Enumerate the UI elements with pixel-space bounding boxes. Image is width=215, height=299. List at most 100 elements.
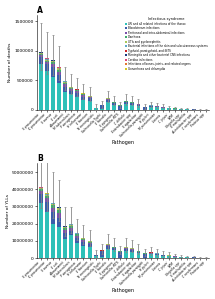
Bar (45, 61, 49, 62)
Bar (118, 251, 122, 252)
Bar (88, 97, 92, 98)
Text: B: B (37, 154, 43, 163)
Bar (69, 88, 73, 89)
Bar (63, 91, 67, 110)
Bar (106, 102, 110, 110)
Bar (75, 93, 79, 97)
Bar (179, 109, 183, 110)
Bar (173, 109, 177, 110)
Bar (51, 213, 55, 224)
Bar (69, 231, 73, 235)
Bar (63, 84, 67, 87)
Bar (106, 99, 110, 100)
Bar (100, 109, 104, 110)
Bar (57, 83, 61, 110)
Bar (124, 247, 128, 248)
Bar (137, 104, 140, 105)
Bar (192, 257, 195, 258)
Bar (124, 248, 128, 249)
Bar (75, 97, 79, 110)
Bar (63, 228, 67, 230)
Bar (81, 242, 85, 246)
Bar (161, 256, 165, 258)
Bar (51, 62, 55, 64)
Bar (39, 55, 43, 57)
Bar (88, 101, 92, 110)
Bar (75, 238, 79, 242)
Bar (69, 228, 73, 231)
Bar (51, 203, 55, 204)
Bar (137, 106, 140, 110)
Bar (51, 64, 55, 67)
Bar (94, 255, 98, 256)
Bar (118, 106, 122, 110)
Bar (57, 210, 61, 213)
Bar (81, 246, 85, 258)
X-axis label: Pathogen: Pathogen (112, 289, 135, 293)
Bar (94, 109, 98, 110)
Bar (161, 108, 165, 110)
Bar (45, 198, 49, 202)
Bar (45, 62, 49, 64)
Bar (94, 256, 98, 258)
Bar (63, 87, 67, 91)
Bar (39, 57, 43, 64)
Bar (155, 254, 159, 255)
Bar (57, 218, 61, 227)
Bar (118, 257, 122, 258)
Bar (112, 105, 116, 110)
Bar (39, 188, 43, 189)
Bar (130, 105, 134, 110)
Bar (51, 208, 55, 213)
Bar (112, 103, 116, 105)
Bar (88, 98, 92, 101)
Bar (106, 244, 110, 245)
Bar (69, 91, 73, 94)
Bar (45, 71, 49, 110)
Bar (81, 238, 85, 239)
Bar (63, 233, 67, 239)
Bar (45, 195, 49, 196)
Bar (130, 248, 134, 249)
Bar (106, 245, 110, 246)
Bar (51, 224, 55, 258)
Bar (51, 61, 55, 62)
Bar (143, 254, 147, 258)
Bar (185, 257, 189, 258)
Bar (63, 239, 67, 258)
Bar (81, 240, 85, 242)
Bar (57, 70, 61, 72)
Bar (51, 77, 55, 110)
Bar (137, 105, 140, 106)
Bar (130, 252, 134, 258)
Bar (88, 247, 92, 258)
Bar (81, 239, 85, 240)
Bar (81, 97, 85, 100)
Bar (51, 204, 55, 205)
Bar (63, 230, 67, 233)
Bar (69, 94, 73, 110)
Y-axis label: Number of YLLs: Number of YLLs (6, 194, 9, 228)
Bar (167, 109, 171, 110)
Bar (112, 248, 116, 250)
Bar (45, 64, 49, 71)
Bar (81, 94, 85, 95)
Bar (57, 208, 61, 210)
Bar (45, 60, 49, 61)
Legend: LRI and all related infections of the thorax, Bloodstream infections, Peritoneal: LRI and all related infections of the th… (124, 17, 208, 71)
Bar (45, 59, 49, 60)
Bar (130, 249, 134, 250)
Bar (88, 243, 92, 244)
Bar (39, 189, 43, 191)
Bar (81, 95, 85, 97)
Y-axis label: Number of deaths: Number of deaths (8, 43, 12, 82)
Bar (57, 213, 61, 218)
Text: A: A (37, 6, 43, 15)
Bar (155, 107, 159, 110)
Bar (124, 101, 128, 102)
Bar (130, 102, 134, 103)
Bar (75, 242, 79, 258)
Bar (51, 67, 55, 77)
Bar (130, 250, 134, 252)
Bar (69, 225, 73, 228)
